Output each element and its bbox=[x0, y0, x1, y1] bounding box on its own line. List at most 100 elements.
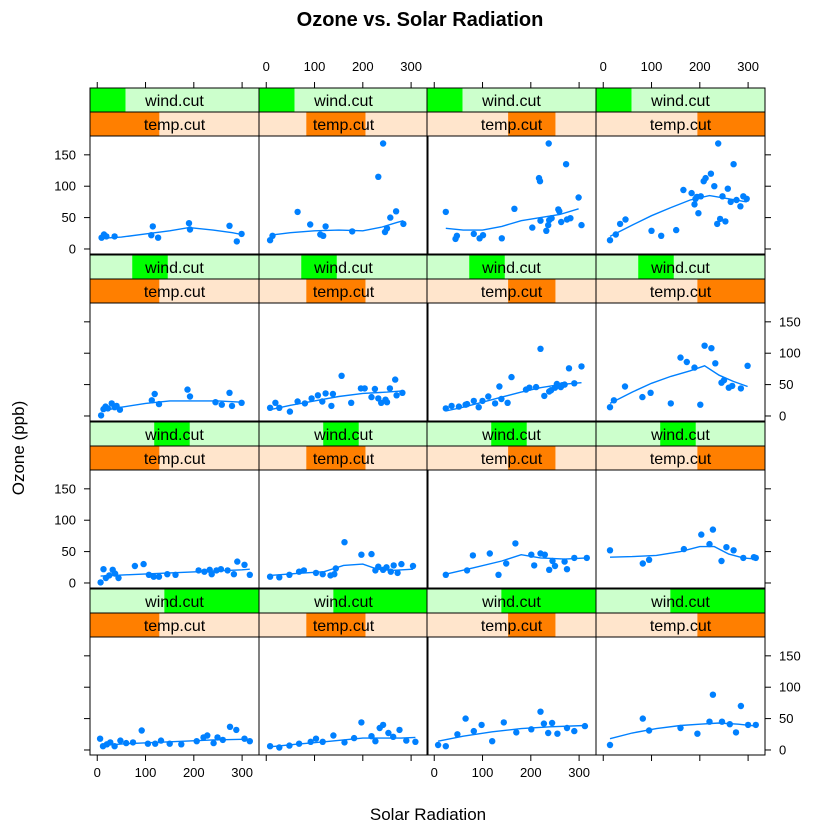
data-point bbox=[210, 739, 217, 747]
data-point bbox=[565, 365, 573, 372]
wind-strip-range bbox=[501, 589, 596, 613]
data-point bbox=[383, 564, 390, 571]
temp-strip-range bbox=[90, 112, 160, 136]
data-point bbox=[178, 741, 185, 748]
temp-strip-label: temp.cut bbox=[481, 451, 543, 468]
wind-strip-range bbox=[301, 255, 337, 279]
data-point bbox=[558, 218, 565, 226]
data-point bbox=[308, 395, 315, 402]
data-point bbox=[718, 557, 725, 565]
data-point bbox=[138, 727, 145, 734]
panel-frame bbox=[426, 636, 597, 756]
data-point bbox=[548, 719, 556, 727]
data-point bbox=[622, 216, 629, 223]
smooth-curve bbox=[609, 365, 748, 405]
data-point bbox=[645, 556, 653, 563]
data-point bbox=[709, 526, 717, 533]
data-point bbox=[561, 381, 568, 388]
data-point bbox=[383, 225, 391, 232]
y-tick-label-right: 0 bbox=[779, 408, 786, 423]
wind-strip-bg bbox=[259, 255, 428, 279]
data-point bbox=[562, 161, 570, 168]
data-point bbox=[504, 399, 511, 406]
data-point bbox=[375, 173, 382, 180]
y-tick-label-left: 100 bbox=[54, 513, 76, 528]
data-point bbox=[545, 140, 552, 147]
data-point bbox=[186, 226, 194, 233]
data-point bbox=[111, 570, 119, 577]
data-point bbox=[543, 227, 550, 234]
data-point bbox=[152, 740, 159, 747]
data-point bbox=[658, 232, 665, 239]
data-point bbox=[372, 738, 379, 745]
data-point bbox=[396, 726, 403, 734]
data-point bbox=[329, 390, 337, 398]
data-point bbox=[332, 565, 339, 572]
data-point bbox=[208, 571, 215, 578]
data-point bbox=[697, 401, 704, 408]
data-point bbox=[732, 729, 740, 736]
panel-r4-c1: wind.cut temp.cut bbox=[89, 588, 260, 756]
temp-strip-range bbox=[306, 279, 366, 303]
x-tick-label-bottom: 200 bbox=[183, 765, 205, 780]
data-point bbox=[234, 558, 241, 565]
data-point bbox=[301, 400, 309, 407]
data-point bbox=[578, 363, 585, 370]
data-point bbox=[528, 551, 535, 558]
data-point bbox=[338, 372, 345, 379]
data-point bbox=[390, 562, 397, 569]
x-tick-label-top: 100 bbox=[304, 59, 326, 74]
data-point bbox=[537, 217, 544, 224]
data-point bbox=[375, 563, 382, 570]
data-point bbox=[529, 224, 536, 231]
temp-strip-range bbox=[306, 613, 366, 637]
temp-strip-label: temp.cut bbox=[313, 117, 375, 134]
data-point bbox=[328, 402, 335, 410]
panel-grid: wind.cut temp.cut wind.cut temp.cut wind.cut… bbox=[54, 59, 800, 780]
data-point bbox=[387, 568, 394, 575]
wind-strip-label: wind.cut bbox=[481, 427, 541, 444]
data-point bbox=[537, 708, 544, 715]
wind-strip-bg bbox=[596, 255, 765, 279]
temp-strip-range bbox=[508, 446, 556, 470]
wind-strip-range bbox=[164, 589, 259, 613]
data-point bbox=[129, 739, 137, 746]
panel-r3-c3: wind.cut temp.cut bbox=[426, 421, 597, 589]
panel-r2-c4: wind.cut temp.cut bbox=[595, 254, 766, 422]
data-point bbox=[238, 230, 245, 238]
wind-strip-label: wind.cut bbox=[144, 260, 204, 277]
wind-strip-label: wind.cut bbox=[481, 594, 541, 611]
data-point bbox=[727, 198, 734, 206]
wind-strip-range bbox=[469, 255, 505, 279]
data-point bbox=[688, 189, 695, 197]
data-point bbox=[752, 721, 759, 729]
wind-strip-label: wind.cut bbox=[481, 260, 541, 277]
data-point bbox=[148, 232, 155, 239]
data-point bbox=[498, 395, 505, 403]
wind-strip-range bbox=[660, 422, 696, 446]
data-point bbox=[532, 383, 540, 391]
y-tick-label-right: 150 bbox=[779, 648, 801, 663]
temp-strip-label: temp.cut bbox=[144, 117, 206, 134]
data-point bbox=[385, 729, 392, 737]
data-point bbox=[714, 220, 721, 228]
data-point bbox=[392, 208, 400, 215]
data-point bbox=[470, 727, 477, 735]
data-point bbox=[716, 215, 724, 223]
x-axis-label: Solar Radiation bbox=[370, 805, 486, 824]
data-point bbox=[148, 397, 155, 404]
wind-strip-bg bbox=[90, 255, 259, 279]
data-point bbox=[549, 557, 556, 565]
data-point bbox=[469, 552, 477, 559]
temp-strip-label: temp.cut bbox=[144, 451, 206, 468]
data-point bbox=[307, 738, 314, 745]
y-tick-label-left: 0 bbox=[69, 241, 76, 256]
data-point bbox=[508, 373, 515, 381]
data-point bbox=[718, 718, 726, 725]
data-point bbox=[214, 734, 221, 741]
data-point bbox=[400, 220, 407, 228]
data-point bbox=[246, 738, 253, 745]
data-point bbox=[616, 220, 624, 228]
wind-strip-range bbox=[638, 255, 674, 279]
data-point bbox=[470, 230, 477, 238]
